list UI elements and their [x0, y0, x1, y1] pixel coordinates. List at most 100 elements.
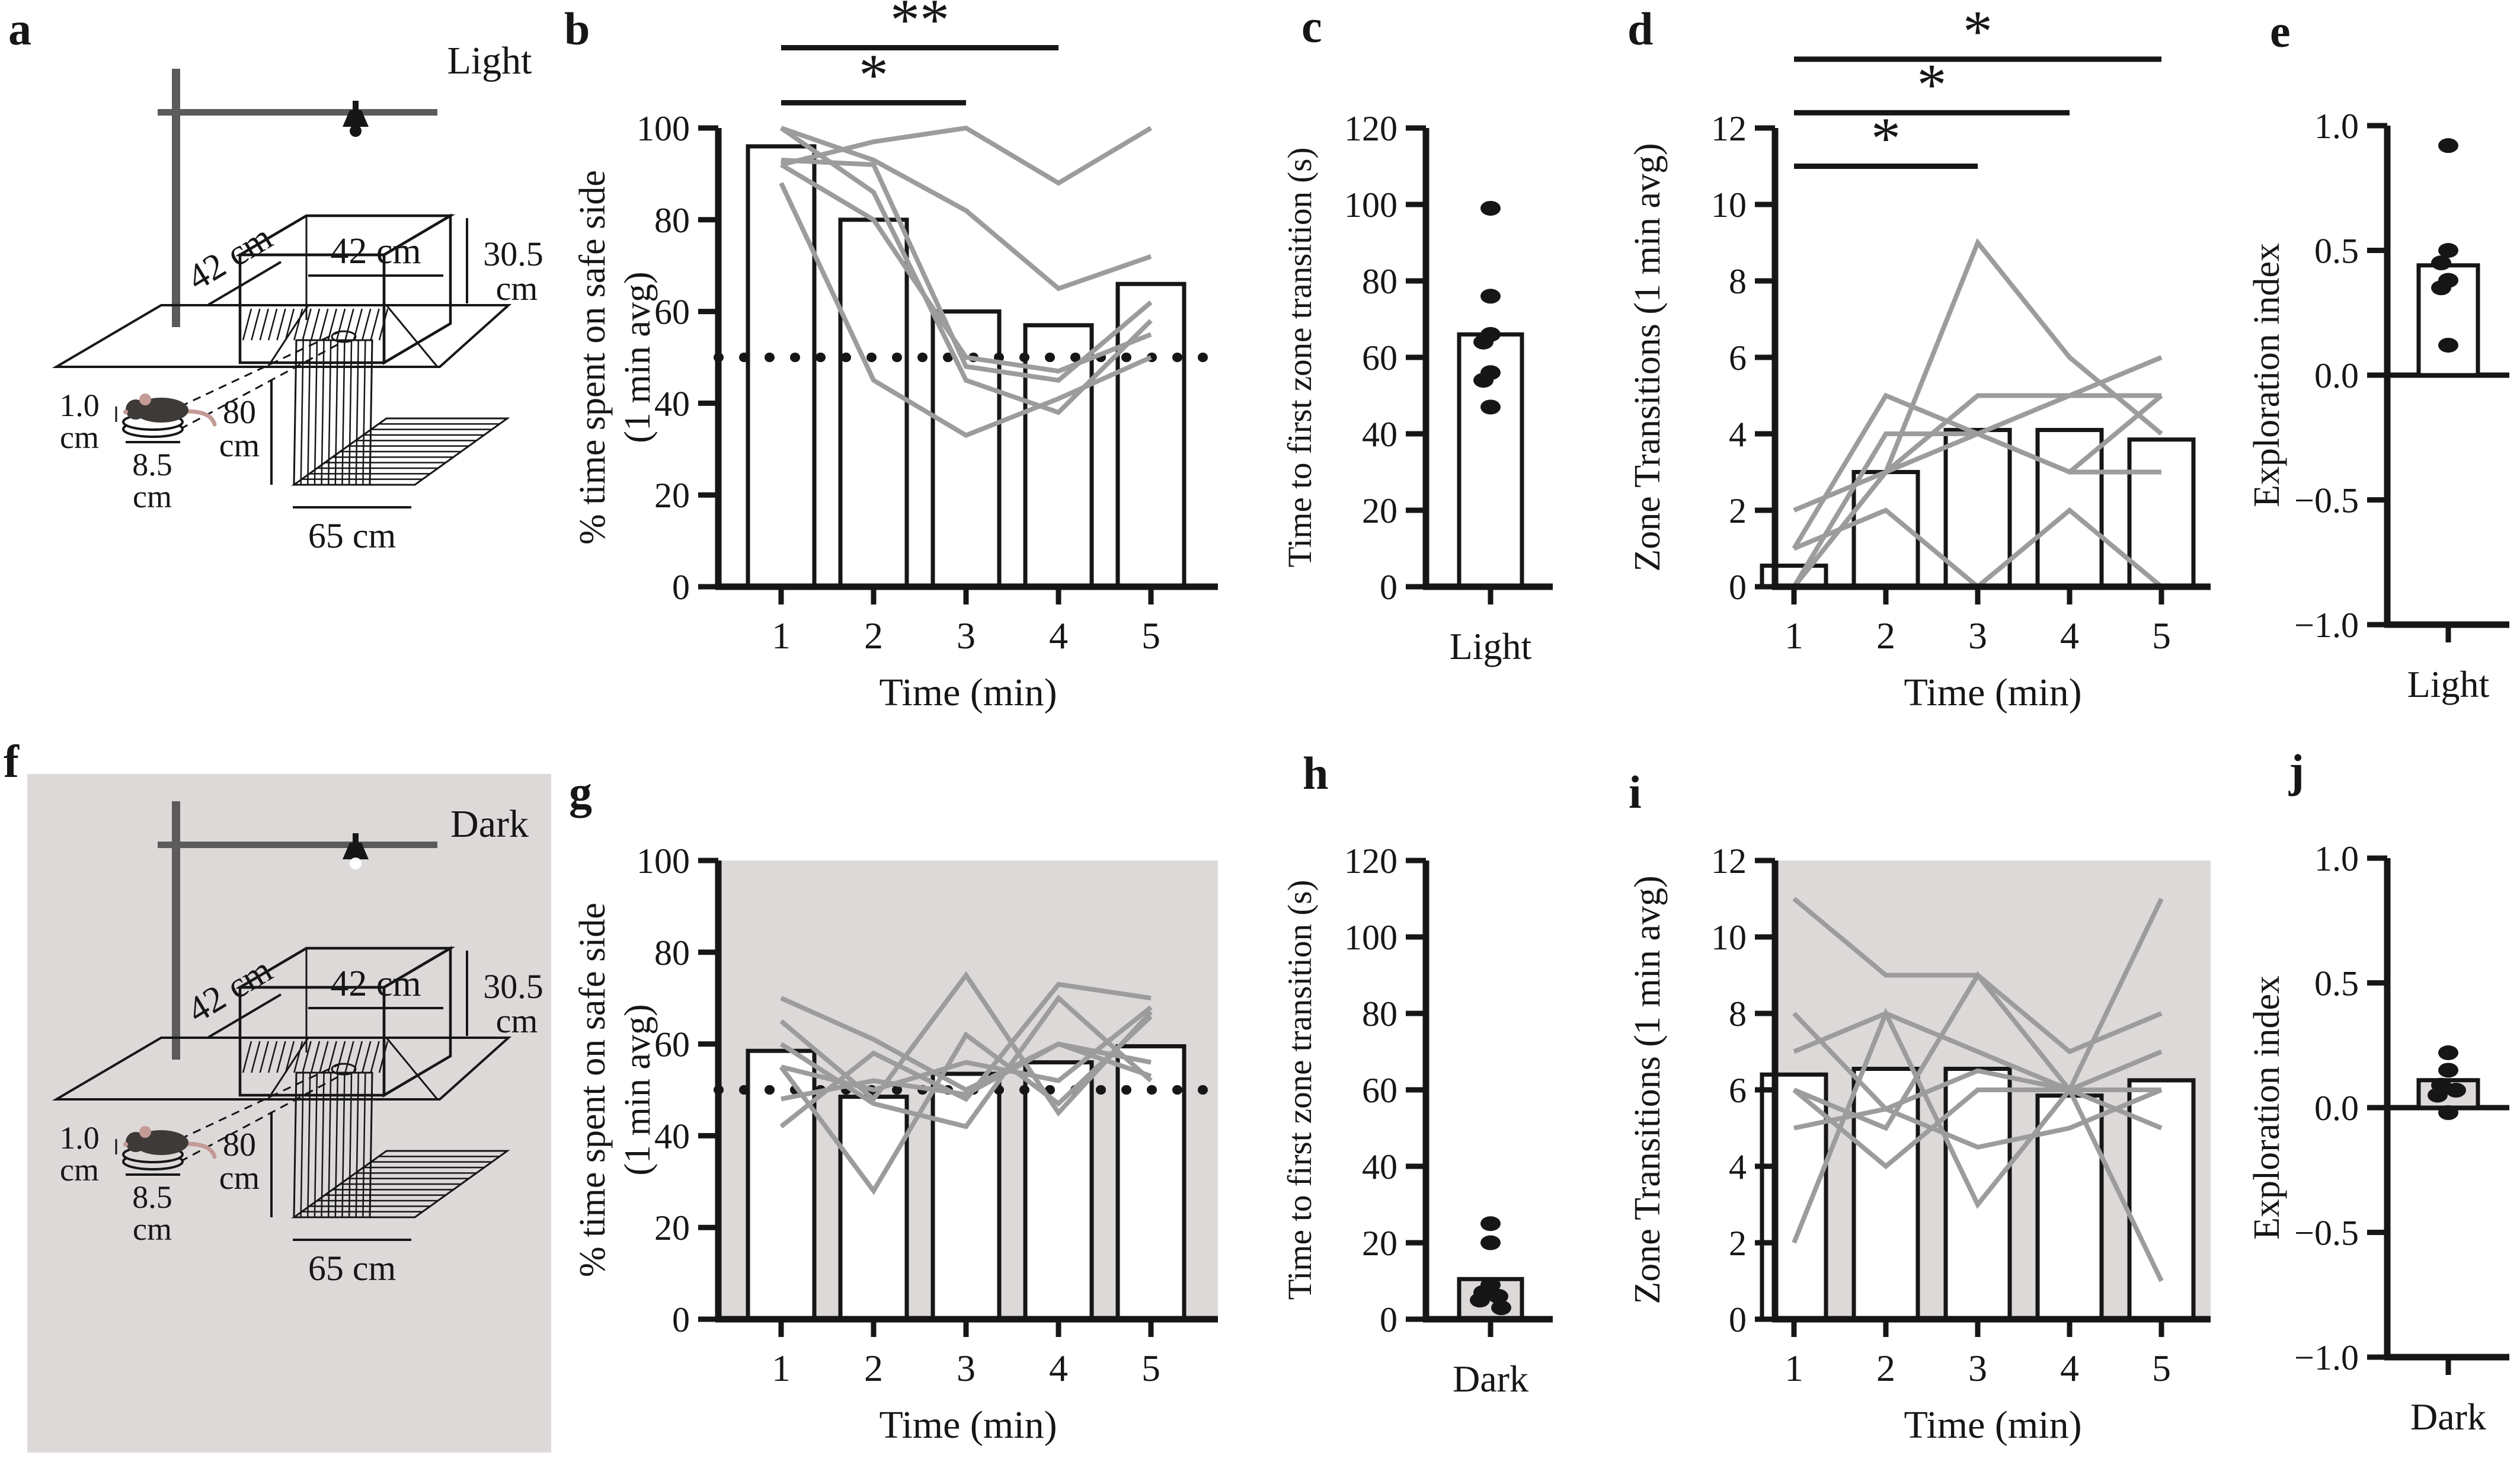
stripe — [293, 340, 298, 485]
y-tick-label: −0.5 — [2294, 481, 2359, 520]
y-tick-label: 100 — [1344, 918, 1397, 957]
x-tick-label: 4 — [2060, 615, 2079, 657]
sight-line — [180, 1063, 340, 1140]
x-axis-title: Time (min) — [879, 671, 1057, 714]
y-tick-label: 80 — [654, 933, 690, 973]
x-tick-label: 2 — [864, 1347, 883, 1389]
data-point — [2438, 138, 2458, 153]
y-axis-title: Time to first zone transition (s) — [1281, 880, 1319, 1300]
x-tick-label: 2 — [864, 615, 883, 657]
mouse-ear — [139, 394, 151, 405]
lamp-shade-icon — [343, 843, 369, 859]
mouse-tail — [184, 409, 217, 427]
target-ellipse — [331, 1063, 357, 1076]
y-tick-label: 6 — [1729, 338, 1747, 378]
dark-room-background — [27, 774, 551, 1453]
x-tick-label: 5 — [1141, 1347, 1160, 1389]
stripe — [319, 308, 329, 341]
mouse-nose — [123, 410, 128, 414]
individual-mouse-line — [1792, 1007, 2164, 1282]
lamp-stem — [353, 833, 359, 844]
stripe — [321, 1072, 325, 1218]
individual-mouse-line — [781, 125, 1153, 186]
y-tick-label: 8 — [1729, 994, 1747, 1034]
data-point — [2438, 1105, 2458, 1120]
x-tick-label: 4 — [2060, 1347, 2079, 1389]
box-height-label: 30.5 — [483, 235, 543, 273]
stripe — [355, 340, 359, 485]
y-tick-label: 4 — [1729, 1147, 1747, 1186]
table-surface — [52, 1037, 512, 1101]
stripe — [341, 1072, 346, 1218]
x-tick-label: 1 — [1785, 1347, 1803, 1389]
floor-length-label: 65 cm — [308, 1249, 396, 1288]
y-axis-title: % time spent on safe side — [573, 170, 613, 545]
mean-bar — [2127, 1078, 2196, 1322]
stripe — [362, 340, 366, 485]
stripe — [321, 340, 325, 485]
stripe — [334, 1072, 339, 1218]
y-axis-title: Zone Transitions (1 min avg) — [1627, 143, 1668, 571]
y-tick-label: 60 — [654, 293, 690, 332]
significance-stars: ** — [890, 0, 949, 53]
box-height-label: cm — [496, 269, 538, 308]
stripe — [307, 1072, 311, 1218]
y-tick-label: 100 — [637, 842, 690, 881]
platform-height-label: 1.0 — [59, 1120, 100, 1156]
mean-bar — [930, 1071, 1002, 1322]
stripe — [341, 340, 346, 485]
y-axis-title: Time to first zone transition (s) — [1281, 148, 1319, 568]
individual-mouse-line — [779, 1015, 1153, 1195]
data-point — [1480, 289, 1501, 304]
stripe — [314, 340, 318, 485]
y-tick-label: 0.0 — [2314, 356, 2359, 395]
y-tick-label: 80 — [1362, 994, 1397, 1034]
mean-bar — [746, 1048, 817, 1322]
stripe — [369, 1072, 373, 1218]
stripe — [314, 1072, 318, 1218]
y-tick-label: 40 — [1362, 415, 1397, 454]
panel-h-first-transition-dark-chart: 0 20 40 60 80 100 120 Dark Time to first zone tr… — [1281, 842, 1553, 1400]
y-tick-label: 0.5 — [2314, 232, 2359, 271]
stripe — [355, 1072, 359, 1218]
y-tick-label: 20 — [654, 1208, 690, 1248]
y-axis-title: Exploration index — [2247, 975, 2287, 1240]
stripe — [378, 1041, 389, 1073]
y-tick-label: 10 — [1711, 185, 1747, 225]
stripe — [284, 1041, 295, 1073]
y-axis-title: Zone Transitions (1 min avg) — [1627, 875, 1668, 1304]
condition-label: Dark — [1453, 1358, 1528, 1400]
y-tick-label: 100 — [1344, 185, 1397, 225]
condition-label: Light — [1450, 625, 1532, 667]
panel-letter-f: f — [4, 735, 19, 787]
stripe — [276, 308, 286, 341]
individual-mouse-line — [1792, 1012, 2163, 1112]
panel-j-exploration-index-dark-chart: 1.0 0.5 0.0 −0.5 −1.0 Dark Exploration index — [2247, 839, 2509, 1438]
y-tick-label: 120 — [1344, 842, 1397, 881]
clear-box — [382, 946, 452, 1098]
stripe — [267, 1041, 278, 1073]
data-point — [2431, 280, 2451, 296]
significance-stars: * — [1963, 0, 1993, 64]
box-height-label: cm — [496, 1002, 538, 1040]
platform-height-label: cm — [60, 420, 99, 455]
stripe — [242, 308, 252, 341]
y-tick-label: 60 — [654, 1025, 690, 1064]
y-tick-label: −1.0 — [2294, 606, 2359, 645]
stripe — [348, 340, 353, 485]
individual-mouse-line — [781, 158, 1153, 383]
x-axis-title: Time (min) — [1904, 671, 2081, 714]
y-tick-label: 4 — [1729, 415, 1747, 454]
individual-mouse-line — [1792, 1087, 2161, 1170]
panel-b-safe-side-light-chart: 0 20 40 60 80 100 1 2 3 4 5 Time (min) % time spent … — [573, 0, 1223, 714]
stripe — [251, 308, 261, 341]
stripe — [300, 1072, 304, 1218]
box-height-label: 30.5 — [483, 967, 543, 1006]
mean-bar — [1943, 428, 2012, 589]
stripe — [310, 308, 321, 341]
x-tick-label: 4 — [1049, 615, 1068, 657]
y-tick-label: 12 — [1711, 842, 1747, 881]
platform-diameter-label: cm — [133, 479, 172, 514]
